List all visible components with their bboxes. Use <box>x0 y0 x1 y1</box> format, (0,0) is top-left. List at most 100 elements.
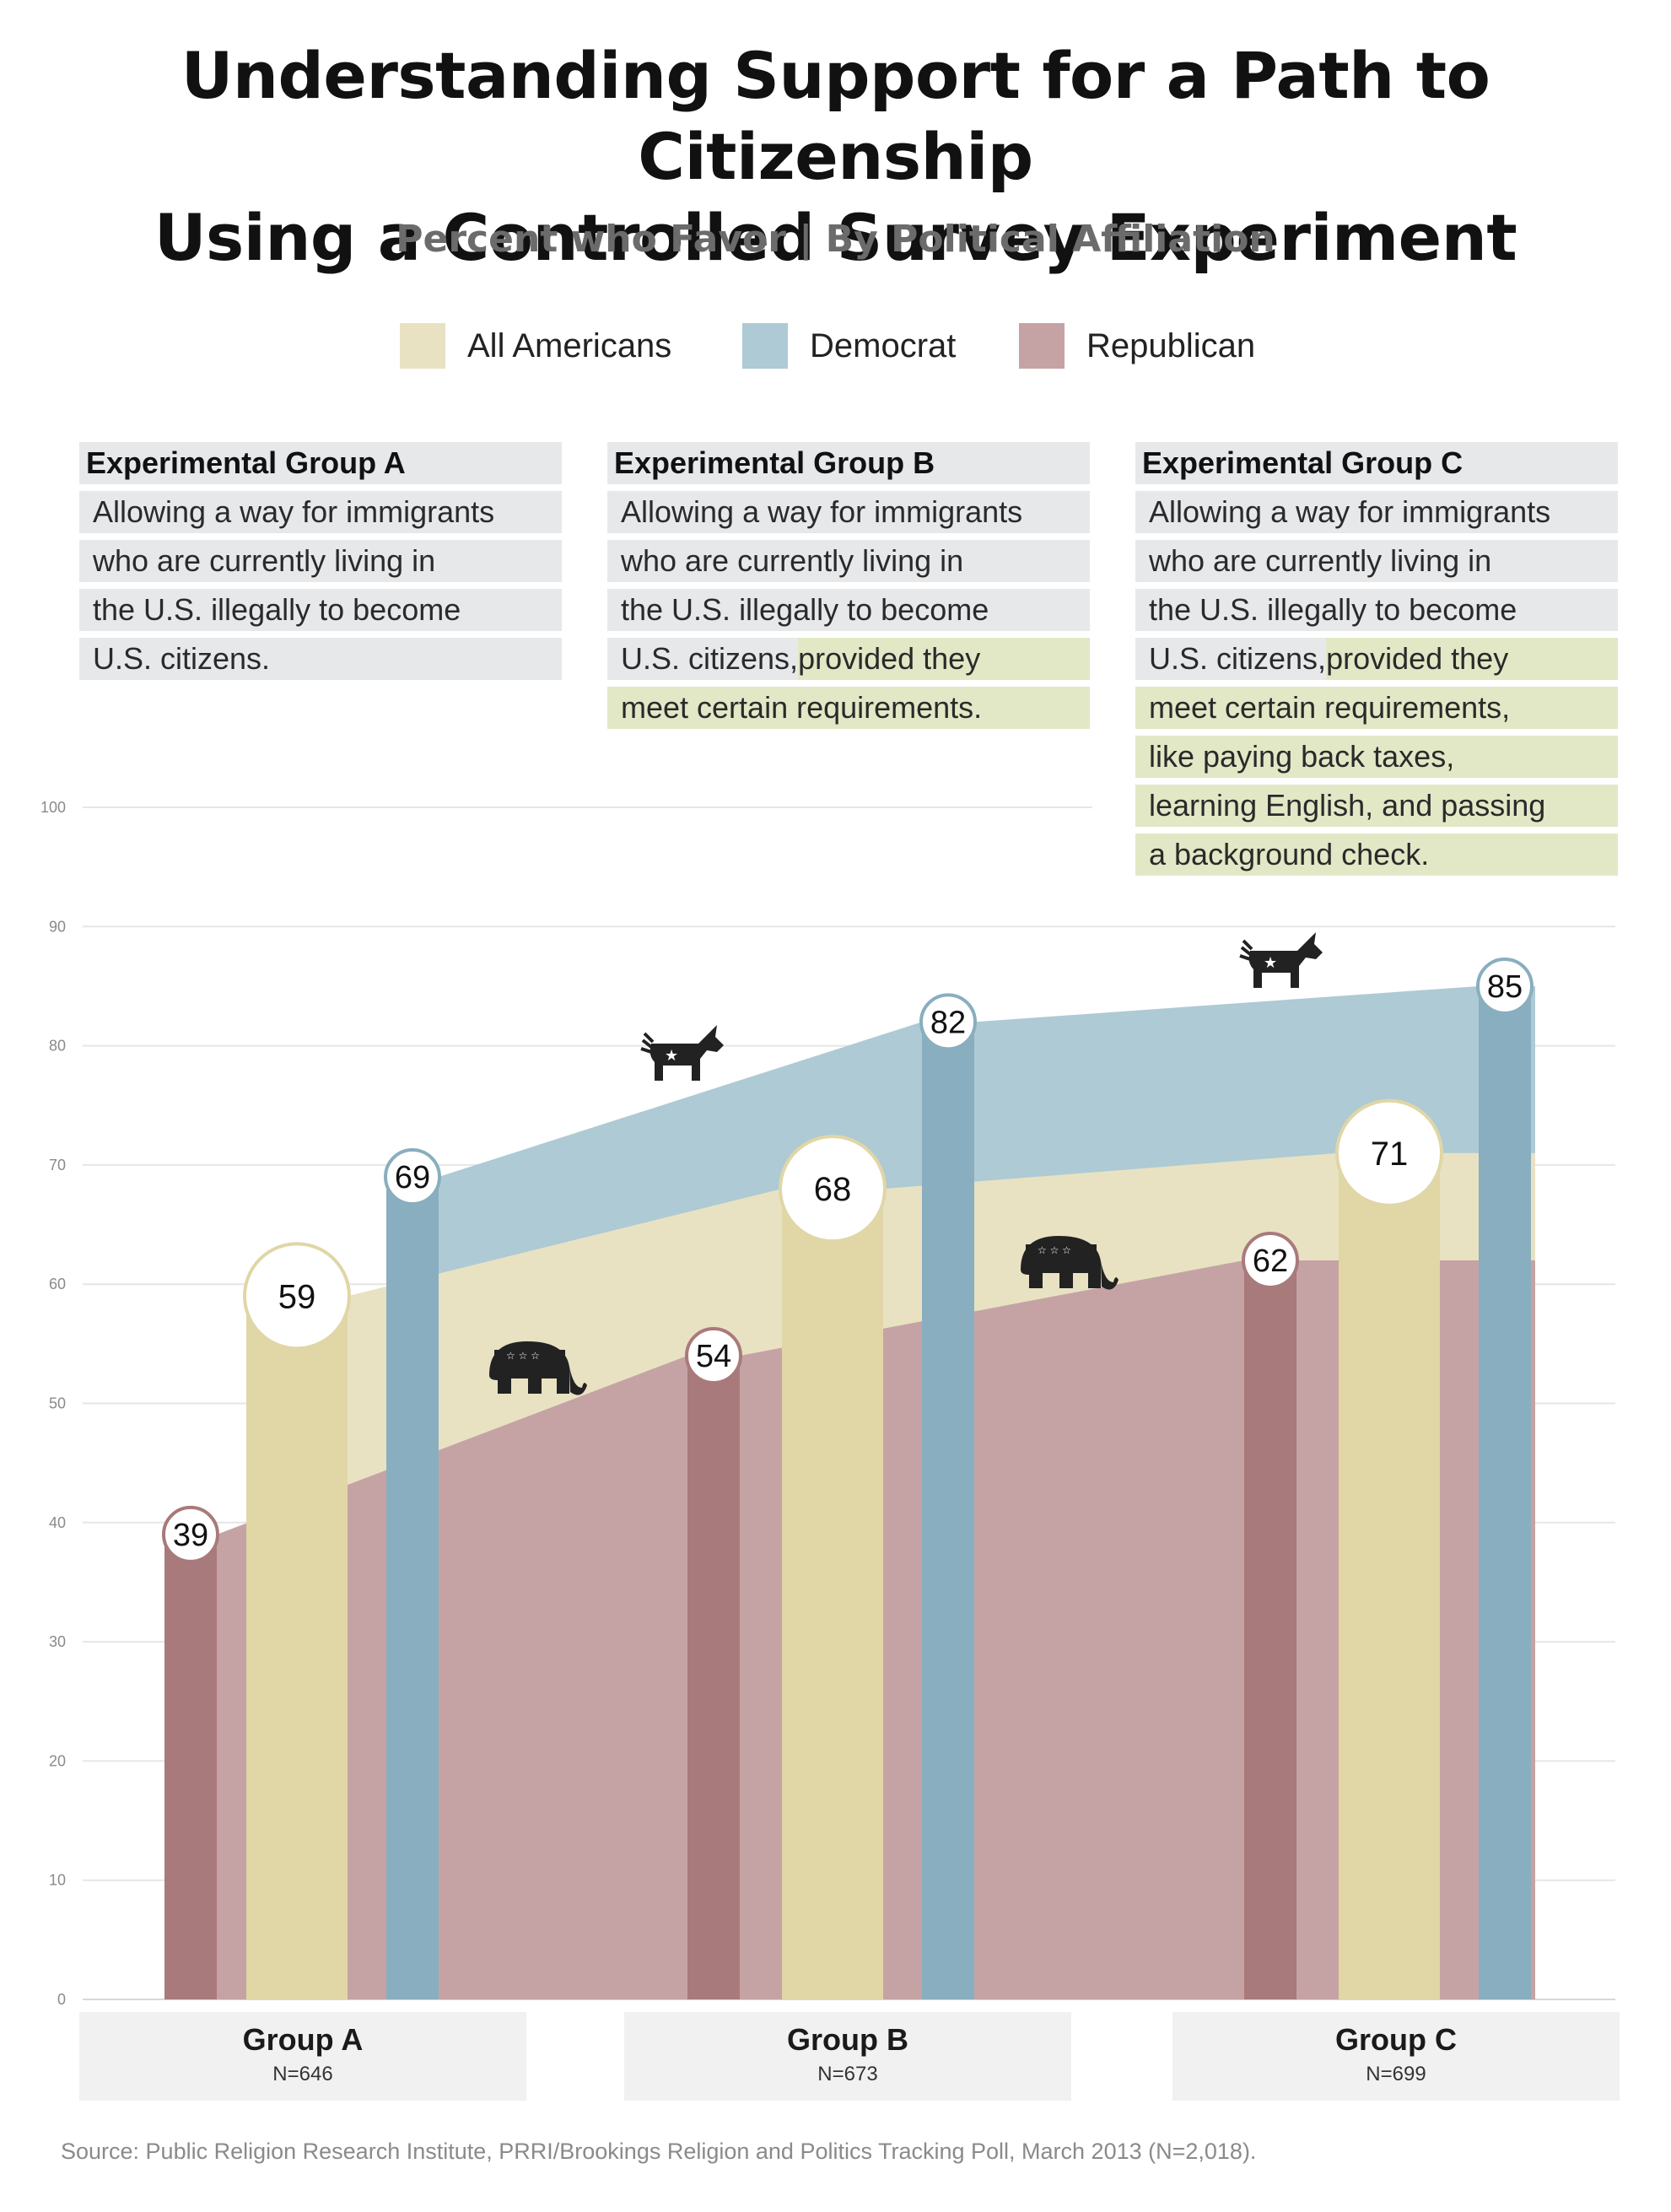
data-label: 54 <box>696 1339 731 1374</box>
svg-text:★: ★ <box>665 1047 678 1065</box>
condition-requirement-text: like paying back taxes, <box>1149 739 1455 774</box>
group-a-label-box: Group A N=646 <box>79 2012 526 2101</box>
condition-requirement-text: provided they <box>1326 638 1618 680</box>
condition-text-line: a background check. <box>1135 834 1618 876</box>
condition-base-text: Allowing a way for immigrants <box>621 494 1023 529</box>
bar-democrat-group-c <box>1479 985 1531 1999</box>
condition-group-c: Experimental Group C Allowing a way for i… <box>1135 442 1618 882</box>
condition-base-text: who are currently living in <box>621 543 964 578</box>
condition-base-text: Allowing a way for immigrants <box>1149 494 1551 529</box>
condition-text-line: Allowing a way for immigrants <box>1135 491 1618 533</box>
y-tick-label: 60 <box>49 1276 66 1292</box>
donkey-icon: ★ <box>640 1025 724 1081</box>
condition-text-line: who are currently living in <box>79 540 562 582</box>
legend-item-republican: Republican <box>1019 321 1255 371</box>
group-c-label-box: Group C N=699 <box>1172 2012 1620 2101</box>
bar-all-americans-group-a <box>246 1296 348 1999</box>
condition-text-line: who are currently living in <box>1135 540 1618 582</box>
y-tick-label: 20 <box>49 1752 66 1769</box>
svg-text:★: ★ <box>1264 954 1277 972</box>
condition-text-line: learning English, and passing <box>1135 785 1618 827</box>
condition-requirement-text: meet certain requirements. <box>621 690 983 725</box>
title-line-2: Using a Controlled Survey Experiment <box>154 200 1517 275</box>
condition-header: Experimental Group A <box>79 442 562 484</box>
data-label: 85 <box>1487 969 1523 1005</box>
group-b-label: Group B <box>787 2022 908 2057</box>
value-bubble <box>1476 957 1534 1015</box>
value-bubble <box>685 1326 742 1384</box>
condition-base-text: the U.S. illegally to become <box>93 592 461 627</box>
y-tick-label: 100 <box>40 799 66 816</box>
condition-base-text: Allowing a way for immigrants <box>93 494 495 529</box>
data-label: 68 <box>814 1171 852 1208</box>
value-bubble <box>919 993 977 1051</box>
svg-text:☆ ☆ ☆: ☆ ☆ ☆ <box>1038 1244 1071 1256</box>
condition-text-line: U.S. citizens, provided they <box>607 638 1090 680</box>
condition-text-line: Allowing a way for immigrants <box>79 491 562 533</box>
legend-label: Republican <box>1086 326 1256 364</box>
condition-base-text: who are currently living in <box>93 543 436 578</box>
condition-text-line: U.S. citizens, provided they <box>1135 638 1618 680</box>
legend-label: All Americans <box>467 326 672 364</box>
legend-swatch-republican <box>1019 323 1065 369</box>
condition-requirement-text: provided they <box>798 638 1090 680</box>
condition-group-a: Experimental Group A Allowing a way for i… <box>79 442 562 687</box>
condition-requirement-text: meet certain requirements, <box>1149 690 1511 725</box>
condition-text-line: Allowing a way for immigrants <box>607 491 1090 533</box>
condition-header: Experimental Group B <box>607 442 1090 484</box>
chart-plot: 0 10 20 30 40 50 60 70 80 90 100 39 54 62 59 68 71 69 82 85… <box>40 799 1615 2008</box>
group-b-n: N=673 <box>817 2063 878 2085</box>
condition-requirement-text: learning English, and passing <box>1149 788 1546 823</box>
bar-democrat-group-a <box>386 1177 439 1999</box>
condition-text-line: meet certain requirements, <box>1135 687 1618 729</box>
legend-item-all-americans: All Americans <box>400 321 671 371</box>
value-bubble <box>384 1148 441 1206</box>
data-label: 39 <box>173 1518 208 1553</box>
condition-text-line: who are currently living in <box>607 540 1090 582</box>
condition-base-text: U.S. citizens, <box>1135 638 1327 680</box>
group-a-n: N=646 <box>272 2063 333 2085</box>
condition-group-b: Experimental Group B Allowing a way for i… <box>607 442 1090 736</box>
chart-subtitle: Percent who Favor | By Political Affilia… <box>396 218 1275 261</box>
value-bubble <box>243 1242 351 1351</box>
value-bubble <box>779 1135 887 1244</box>
condition-base-text: the U.S. illegally to become <box>1149 592 1517 627</box>
group-b-label-box: Group B N=673 <box>624 2012 1071 2101</box>
condition-text-line: meet certain requirements. <box>607 687 1090 729</box>
value-bubble <box>162 1505 219 1563</box>
elephant-icon: ☆ ☆ ☆ <box>1021 1236 1118 1290</box>
bar-republican-group-a <box>164 1534 217 1999</box>
condition-base-text: U.S. citizens. <box>93 641 271 676</box>
data-label: 71 <box>1371 1136 1409 1173</box>
condition-text-line: the U.S. illegally to become <box>1135 589 1618 631</box>
condition-text-line: the U.S. illegally to become <box>79 589 562 631</box>
condition-requirement-text: a background check. <box>1149 837 1430 871</box>
y-tick-label: 30 <box>49 1633 66 1650</box>
y-tick-label: 90 <box>49 918 66 935</box>
legend-item-democrat: Democrat <box>742 321 956 371</box>
legend-label: Democrat <box>810 326 957 364</box>
condition-base-text: who are currently living in <box>1149 543 1492 578</box>
condition-base-text: the U.S. illegally to become <box>621 592 989 627</box>
data-label: 62 <box>1253 1244 1288 1279</box>
data-label: 59 <box>278 1278 316 1315</box>
condition-text-line: like paying back taxes, <box>1135 736 1618 778</box>
bar-republican-group-c <box>1244 1260 1296 1999</box>
svg-text:☆ ☆ ☆: ☆ ☆ ☆ <box>506 1350 540 1362</box>
bar-republican-group-b <box>687 1355 740 1999</box>
y-tick-label: 40 <box>49 1514 66 1531</box>
y-tick-label: 80 <box>49 1038 66 1055</box>
bar-all-americans-group-c <box>1339 1152 1440 1999</box>
bar-democrat-group-b <box>922 1022 974 1999</box>
y-tick-label: 70 <box>49 1157 66 1173</box>
condition-text-line: the U.S. illegally to become <box>607 589 1090 631</box>
condition-base-text: U.S. citizens, <box>607 638 799 680</box>
group-a-label: Group A <box>242 2022 364 2057</box>
source-note: Source: Public Religion Research Institu… <box>61 2139 1257 2164</box>
data-label: 82 <box>930 1005 966 1040</box>
value-bubble <box>1335 1098 1443 1207</box>
legend: All Americans Democrat Republican <box>0 321 1671 371</box>
condition-text-line: U.S. citizens. <box>79 638 562 680</box>
y-tick-label: 0 <box>57 1991 66 2008</box>
condition-header: Experimental Group C <box>1135 442 1618 484</box>
